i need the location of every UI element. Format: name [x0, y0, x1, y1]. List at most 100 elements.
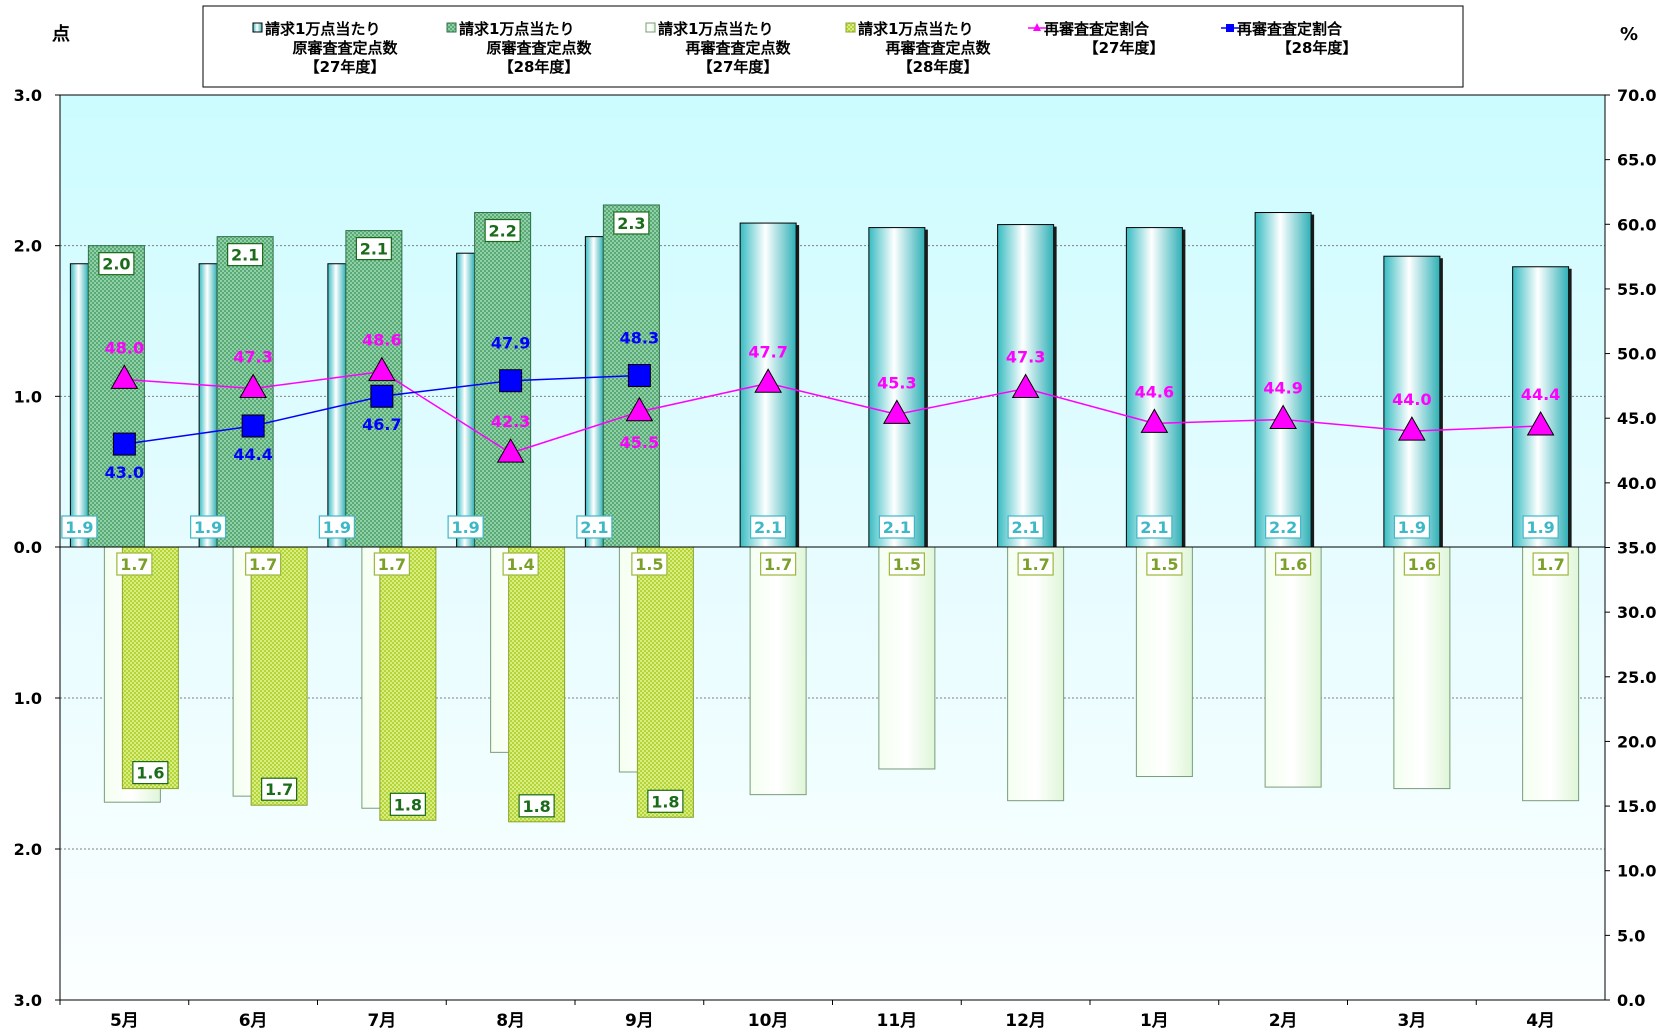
right-axis-tick: 40.0: [1617, 474, 1656, 493]
label-ratio-27: 45.3: [877, 373, 916, 392]
ratio-27-point: [239, 373, 267, 398]
label-re-review-27: 1.4: [506, 555, 534, 574]
ratio-27-point: [754, 368, 782, 393]
label-original-27-box: [1265, 515, 1302, 539]
label-re-review-27-box: [502, 552, 539, 576]
label-original-27: 2.1: [754, 518, 782, 537]
legend-swatch-ratio-28: [1226, 24, 1234, 32]
legend-label-ratio27: 【27年度】: [1084, 39, 1165, 57]
gridlines: [60, 245, 1605, 850]
label-re-review-27-box: [1403, 552, 1440, 576]
label-re-review-27: 1.7: [249, 555, 277, 574]
left-axis-tick: 2.0: [14, 840, 42, 859]
label-ratio-27: 47.3: [1006, 347, 1045, 366]
bar-original-27-shadow: [1311, 214, 1315, 547]
category-label: 8月: [496, 1011, 525, 1031]
label-re-review-27-box: [631, 552, 668, 576]
ratio-27-point: [368, 356, 396, 382]
label-original-27-box: [878, 515, 915, 539]
label-original-28-box: [355, 237, 392, 261]
label-re-review-28: 1.7: [265, 780, 293, 799]
label-ratio-28: 48.3: [620, 329, 659, 348]
legend-swatch-original-27: [252, 22, 263, 33]
left-axis-unit: 点: [52, 23, 70, 45]
label-original-27: 1.9: [1526, 518, 1554, 537]
label-re-review-27-box: [1275, 552, 1312, 576]
bar-original-28: [87, 245, 145, 548]
label-original-27-box: [1136, 515, 1173, 539]
legend-label-ratio27: 再審査査定割合: [1044, 20, 1150, 38]
plot-background-lower: [60, 547, 1605, 1000]
label-original-27: 2.1: [1140, 518, 1168, 537]
label-original-27-box: [61, 515, 98, 539]
right-axis-tick: 55.0: [1617, 280, 1656, 299]
label-original-27: 1.9: [451, 518, 479, 537]
right-axis-tick: 15.0: [1617, 797, 1656, 816]
legend-label-ratio28: 再審査査定割合: [1237, 20, 1343, 38]
legend-swatch-re-review-28: [845, 22, 856, 33]
label-original-27-box: [318, 515, 355, 539]
legend-swatch-original-28: [446, 22, 457, 33]
bar-re-review-28: [250, 546, 308, 806]
legend-label-ratio28: 【28年度】: [1277, 39, 1358, 57]
label-ratio-27: 47.3: [233, 347, 272, 366]
axes: 3.0 2.0 1.0 0.0 1.0 2.0 3.0 70.0 65.0 60.0 55.0 50.…: [14, 86, 1657, 1031]
legend-label-orig28: 請求1万点当たり: [459, 20, 574, 38]
label-re-review-28: 1.8: [394, 795, 422, 814]
label-ratio-27: 44.6: [1135, 382, 1174, 401]
label-re-review-27-box: [245, 552, 282, 576]
legend-label-orig27: 原審査査定点数: [292, 39, 398, 57]
bar-original-27: [1125, 227, 1183, 548]
legend-label-re28: 再審査査定点数: [885, 39, 991, 57]
bar-re-review-27: [1393, 546, 1451, 790]
ratio-28-point: [627, 364, 651, 388]
label-original-27-box: [576, 515, 613, 539]
left-axis-tick: 3.0: [14, 86, 42, 105]
label-original-28-box: [227, 243, 264, 267]
ratio-27-line: [124, 370, 1541, 454]
label-re-review-27-box: [1146, 552, 1183, 576]
label-original-27-box: [1393, 515, 1430, 539]
legend-swatch-re-review-27: [645, 22, 656, 33]
label-original-27: 1.9: [323, 518, 351, 537]
label-original-28: 2.1: [231, 246, 259, 265]
right-axis-tick: 10.0: [1617, 862, 1656, 881]
label-re-review-27-box: [373, 552, 410, 576]
ratio-27-point: [1398, 416, 1426, 441]
label-original-27: 1.9: [194, 518, 222, 537]
right-axis-tick: 5.0: [1617, 926, 1645, 945]
ratio-27-point: [1526, 410, 1555, 436]
data-labels: 1.9 1.9 1.9 1.9 2.1 2.1 2.1 2.1 2.1 2.2 1.9 1.9 2.0 2…: [61, 211, 1569, 818]
label-ratio-27: 44.4: [1521, 385, 1560, 404]
label-re-review-27-box: [116, 552, 153, 576]
label-re-review-27: 1.7: [764, 555, 792, 574]
ratio-27-point: [1269, 404, 1297, 430]
bars-original-review-27: [69, 212, 1572, 548]
label-original-28: 2.0: [102, 255, 130, 274]
label-ratio-27: 47.7: [748, 342, 787, 361]
label-ratio-28: 47.9: [491, 334, 530, 353]
legend-label-orig28: 【28年度】: [499, 58, 580, 76]
ratio-27-point: [625, 396, 654, 422]
label-re-review-28: 1.8: [651, 792, 679, 811]
label-re-review-28-box: [389, 792, 426, 816]
bar-original-27-shadow: [1568, 268, 1572, 547]
left-axis-tick: 1.0: [14, 689, 42, 708]
bar-original-27: [198, 263, 218, 548]
bar-re-review-28: [121, 546, 179, 790]
label-original-28-box: [98, 252, 135, 276]
legend-label-orig27: 【27年度】: [305, 58, 386, 76]
bars-original-review-28: [87, 204, 660, 548]
category-label: 5月: [110, 1011, 139, 1031]
bar-re-review-27: [1264, 546, 1322, 788]
ratio-27-point: [496, 438, 525, 463]
right-axis-tick: 70.0: [1617, 86, 1656, 105]
label-re-review-28-box: [132, 760, 169, 785]
right-axis-tick: 30.0: [1617, 603, 1656, 622]
bar-original-27: [584, 236, 604, 548]
label-re-review-28: 1.6: [136, 764, 164, 783]
bar-original-27: [1512, 266, 1570, 548]
ratio-27-point: [883, 399, 911, 424]
bar-re-review-28: [508, 546, 566, 823]
label-re-review-28-box: [518, 794, 555, 818]
